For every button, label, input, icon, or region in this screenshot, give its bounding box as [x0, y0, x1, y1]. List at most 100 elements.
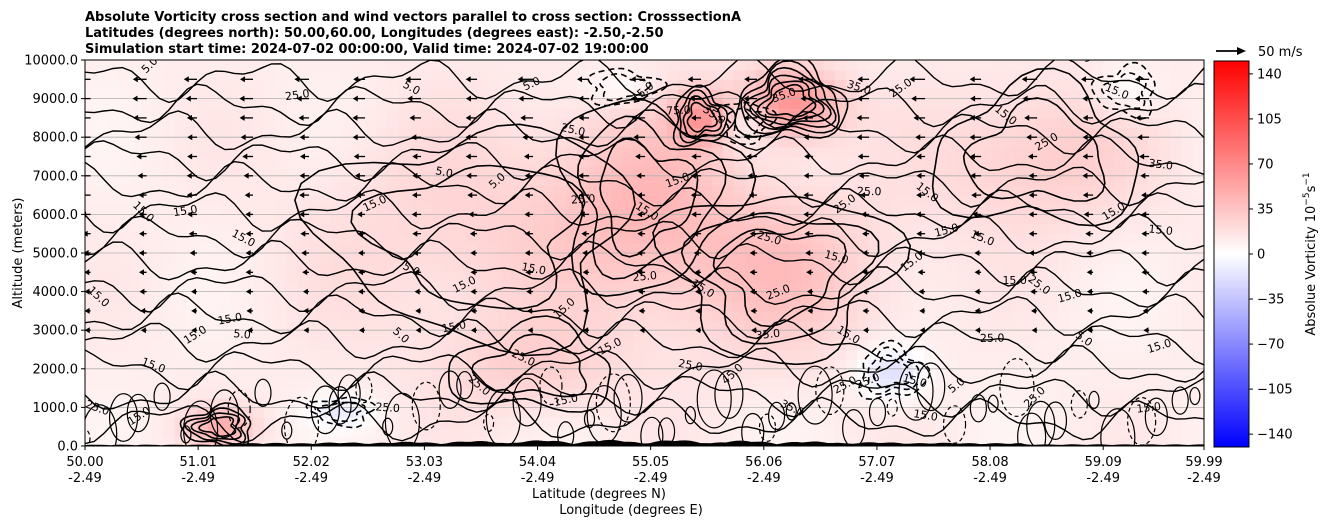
wind-vector-head: [856, 134, 862, 141]
field-cell: [252, 127, 265, 138]
field-cell: [745, 117, 757, 129]
field-cell: [946, 397, 959, 408]
field-cell: [96, 378, 108, 389]
field-cell: [465, 359, 478, 370]
field-cell: [152, 214, 164, 225]
field-cell: [454, 436, 467, 446]
positive-contour: [734, 60, 849, 139]
boundary-layer-contour: [411, 381, 441, 431]
wind-vector-head: [1082, 192, 1088, 199]
field-cell: [454, 127, 467, 138]
field-cell: [644, 185, 657, 196]
field-cell: [980, 166, 992, 177]
field-cell: [577, 291, 590, 302]
field-cell: [409, 310, 422, 322]
field-cell: [901, 388, 914, 399]
field-cell: [297, 195, 310, 206]
boundary-layer-contour: [868, 397, 887, 427]
field-cell: [1170, 378, 1183, 389]
field-cell: [935, 156, 948, 167]
field-cell: [499, 214, 511, 225]
field-cell: [991, 359, 1004, 370]
field-cell: [689, 156, 702, 167]
field-cell: [241, 262, 254, 273]
field-cell: [1103, 146, 1116, 158]
field-cell: [487, 281, 500, 293]
field-cell: [375, 368, 388, 380]
field-cell: [566, 214, 578, 225]
field-cell: [174, 204, 187, 215]
field-cell: [308, 436, 321, 446]
field-cell: [711, 407, 724, 418]
field-cell: [857, 243, 869, 254]
field-cell: [420, 301, 433, 312]
wind-vector-head: [187, 134, 193, 141]
field-cell: [1092, 281, 1104, 293]
field-cell: [465, 291, 478, 302]
field-cell: [1002, 224, 1015, 235]
field-cell: [118, 98, 131, 109]
field-cell: [532, 224, 545, 235]
field-cell: [1080, 185, 1093, 196]
field-cell: [420, 60, 433, 71]
field-cell: [644, 60, 657, 71]
field-cell: [745, 233, 757, 244]
field-cell: [521, 378, 534, 389]
field-cell: [711, 310, 724, 322]
field-cell: [1192, 175, 1204, 187]
field-cell: [353, 253, 366, 264]
field-cell: [174, 146, 187, 158]
field-cell: [890, 368, 903, 380]
field-cell: [1002, 127, 1015, 138]
field-cell: [1092, 310, 1104, 322]
field-cell: [241, 156, 254, 167]
field-cell: [879, 175, 892, 187]
field-cell: [1148, 98, 1160, 109]
boundary-layer-contour: [785, 402, 797, 421]
field-cell: [801, 349, 813, 360]
field-cell: [241, 291, 254, 302]
wind-vector-head: [1028, 250, 1034, 256]
field-cell: [734, 272, 746, 283]
field-cell: [935, 378, 948, 389]
field-cell: [1013, 175, 1026, 187]
field-cell: [834, 407, 847, 418]
field-cell: [196, 204, 209, 215]
field-cell: [599, 146, 612, 158]
field-cell: [264, 224, 276, 235]
field-cell: [980, 185, 992, 196]
field-cell: [409, 117, 422, 129]
field-cell: [454, 262, 467, 273]
field-cell: [297, 407, 310, 418]
field-cell: [622, 69, 634, 80]
contour-label: 15.0: [946, 50, 971, 64]
field-cell: [980, 127, 992, 138]
field-cell: [1148, 291, 1160, 302]
boundary-layer-contour: [942, 405, 967, 444]
field-cell: [476, 368, 489, 380]
field-cell: [1114, 436, 1127, 446]
field-cell: [331, 108, 343, 119]
field-cell: [420, 272, 433, 283]
field-cell: [957, 233, 970, 244]
field-cell: [96, 436, 108, 446]
wind-vector-head: [806, 288, 812, 295]
field-cell: [644, 339, 657, 351]
field-cell: [543, 233, 556, 244]
field-cell: [96, 195, 108, 206]
field-cell: [655, 195, 668, 206]
field-cell: [174, 291, 187, 302]
field-cell: [857, 253, 869, 264]
wind-vector-head: [415, 327, 421, 334]
field-cell: [1024, 378, 1037, 389]
field-cell: [308, 281, 321, 293]
field-cell: [879, 98, 892, 109]
field-cell: [1114, 349, 1127, 360]
field-cell: [577, 301, 590, 312]
field-cell: [510, 388, 523, 399]
field-cell: [275, 262, 288, 273]
field-cell: [297, 214, 310, 225]
field-cell: [633, 60, 646, 71]
field-cell: [991, 417, 1004, 428]
field-cell: [465, 426, 478, 437]
